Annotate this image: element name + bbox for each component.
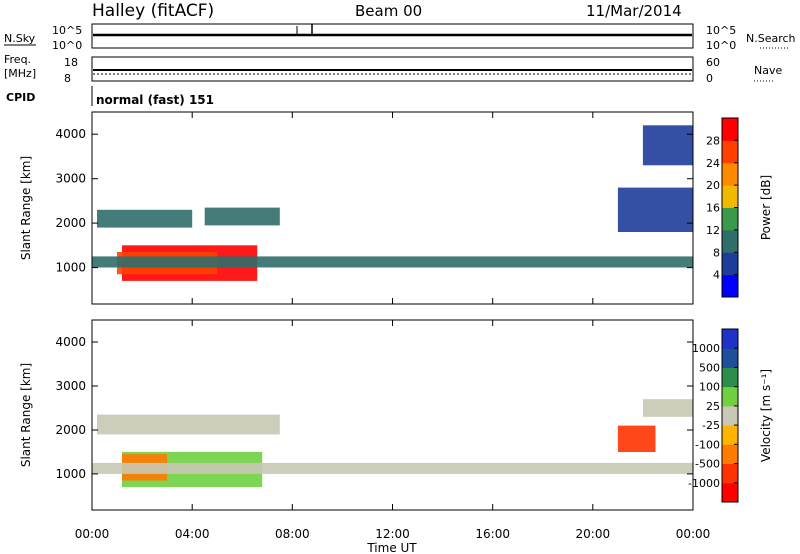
x-tick-label: 20:00	[576, 527, 611, 541]
colorbar-tick-label: 500	[699, 361, 720, 374]
colorbar-swatch-2	[722, 229, 738, 253]
cpid-value: normal (fast) 151	[96, 93, 214, 107]
y-tick-label: 3000	[55, 172, 86, 186]
nsky-panel-frame	[91, 23, 694, 49]
colorbar-swatch-6	[722, 140, 738, 164]
echo-region-power-6	[642, 125, 693, 166]
beam-title: Beam 00	[355, 2, 422, 20]
colorbar-label: Velocity [m s⁻¹]	[759, 369, 773, 462]
echo-region-velocity-4	[617, 425, 656, 452]
colorbar-swatch-1	[722, 252, 738, 276]
echo-region-power-4	[204, 207, 280, 226]
colorbar-swatch-4	[722, 185, 738, 208]
x-tick-label: 00:00	[676, 527, 711, 541]
y-tick-label: 4000	[55, 335, 86, 349]
y-tick-label: 2000	[55, 216, 86, 230]
nsearch-label: N.Search	[746, 32, 796, 45]
colorbar-tick-label: 20	[706, 179, 720, 192]
echo-region-power-2	[92, 256, 693, 268]
nsky-tick-high: 10^5	[52, 24, 82, 37]
colorbar-swatch-5	[722, 162, 738, 186]
colorbar-tick-label: 28	[706, 134, 720, 147]
nsky-label: N.Sky	[4, 32, 36, 45]
colorbar-tick-label: 12	[706, 224, 720, 237]
echo-region-power-3	[97, 209, 193, 228]
y-axis-label: Slant Range [km]	[19, 363, 33, 467]
y-tick-label: 1000	[55, 467, 86, 481]
nsearch-tick-high: 10^5	[706, 24, 736, 37]
colorbar-swatch-8	[722, 329, 738, 349]
colorbar-label: Power [dB]	[759, 175, 773, 240]
colorbar-swatch-4	[722, 405, 738, 426]
freq-tick-low: 8	[64, 72, 71, 85]
cpid-label: CPID	[6, 91, 35, 104]
date-title: 11/Mar/2014	[586, 2, 682, 20]
y-axis-label: Slant Range [km]	[19, 156, 33, 260]
freq-panel-frame	[91, 56, 694, 82]
nave-tick-high: 60	[706, 56, 720, 69]
colorbar-tick-label: 8	[713, 246, 720, 259]
x-tick-label: 00:00	[75, 527, 110, 541]
nsky-tick-low: 10^0	[52, 39, 82, 52]
colorbar-tick-label: 24	[706, 157, 720, 170]
x-tick-labels: 00:00 04:00 08:00 12:00 16:00 20:00 00:00	[75, 527, 711, 541]
freq-unit: [MHz]	[4, 67, 36, 80]
colorbar-swatch-7	[722, 118, 738, 141]
x-tick-label: 16:00	[475, 527, 510, 541]
velocity-colorbar: 1000 500 100 25 -25 -100 -500 -1000 Velocity [m …	[688, 328, 773, 503]
power-panel: Slant Range [km] 1000 2000 3000 4000	[19, 111, 694, 305]
colorbar-frame	[721, 328, 739, 503]
freq-tick-high: 18	[64, 56, 78, 69]
colorbar-tick-label: -500	[695, 458, 720, 471]
colorbar-tick-label: -100	[695, 438, 720, 451]
colorbar-tick-label: -25	[702, 419, 720, 432]
station-title: Halley (fitACF)	[92, 1, 214, 21]
nave-label: Nave	[754, 64, 782, 77]
colorbar-tick-label: 4	[713, 269, 720, 282]
colorbar-swatch-6	[722, 367, 738, 388]
colorbar-swatch-2	[722, 444, 738, 464]
x-tick-label: 08:00	[275, 527, 310, 541]
x-axis-label: Time UT	[366, 541, 417, 554]
echo-region-velocity-3	[97, 414, 280, 435]
colorbar-swatch-0	[722, 482, 738, 503]
echo-region-power-5	[617, 187, 693, 232]
x-tick-label: 12:00	[375, 527, 410, 541]
freq-label: Freq.	[4, 53, 31, 66]
y-tick-label: 1000	[55, 261, 86, 275]
colorbar-tick-label: 1000	[692, 342, 720, 355]
y-tick-label: 2000	[55, 423, 86, 437]
colorbar-swatch-3	[722, 207, 738, 231]
x-tick-label: 04:00	[175, 527, 210, 541]
colorbar-tick-label: -1000	[688, 477, 720, 490]
y-tick-label: 4000	[55, 127, 86, 141]
echo-region-velocity-2	[92, 462, 693, 474]
colorbar-tick-label: 25	[706, 400, 720, 413]
colorbar-swatch-3	[722, 425, 738, 445]
colorbar-swatch-1	[722, 463, 738, 484]
colorbar-swatch-5	[722, 386, 738, 407]
y-tick-label: 3000	[55, 379, 86, 393]
velocity-panel: Slant Range [km] 1000 2000 3000 4000	[19, 319, 694, 511]
colorbar-tick-label: 16	[706, 202, 720, 215]
colorbar-swatch-0	[722, 274, 738, 298]
colorbar-tick-label: 100	[699, 381, 720, 394]
colorbar-swatch-7	[722, 348, 738, 368]
nave-tick-low: 0	[706, 72, 713, 85]
echo-region-velocity-5	[642, 399, 693, 417]
nsearch-tick-low: 10^0	[706, 39, 736, 52]
power-colorbar: 4 8 12 16 20 24 28 Power [dB]	[706, 117, 773, 298]
